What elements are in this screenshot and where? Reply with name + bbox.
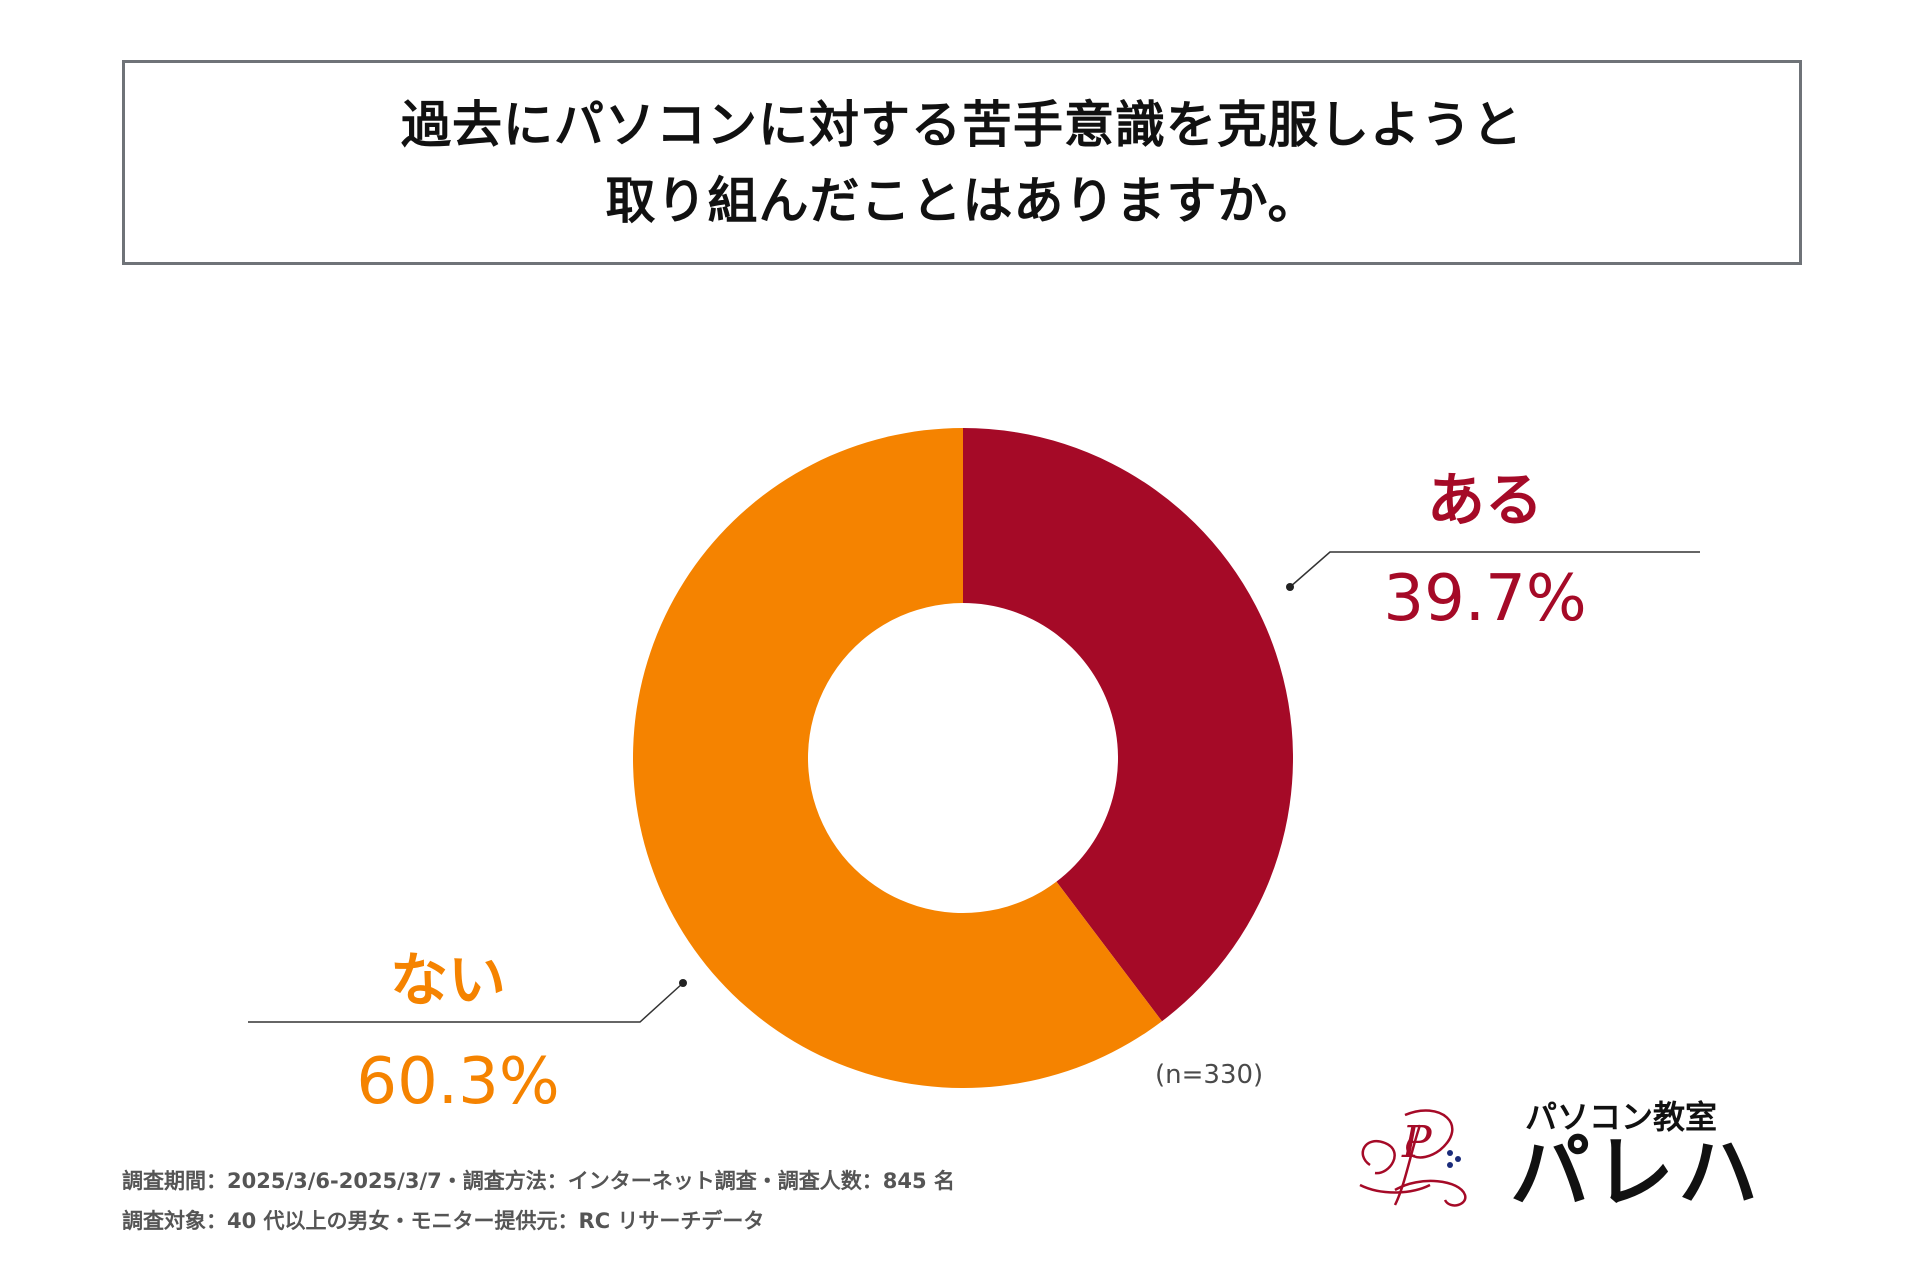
title-line-2: 取り組んだことはありますか。 bbox=[605, 171, 1319, 230]
callout-line-yes bbox=[1289, 551, 1700, 588]
callout-dot-yes bbox=[1286, 583, 1294, 591]
sample-size-label: (n=330) bbox=[1155, 1060, 1264, 1090]
callout-line-no bbox=[248, 982, 684, 1023]
footnote-survey-period: 調査期間：2025/3/6-2025/3/7・調査方法：インターネット調査・調査… bbox=[122, 1169, 955, 1193]
logo-mark-icon: P bbox=[1359, 1109, 1467, 1207]
callouts: ある 39.7% ない 60.3% bbox=[248, 466, 1700, 1119]
callout-dot-no bbox=[679, 979, 687, 987]
donut-slice-no bbox=[632, 428, 1162, 1088]
logo: P パソコン教室 パレハ bbox=[1350, 1090, 1770, 1220]
category-label-no: ない bbox=[390, 946, 506, 1014]
title-box: 過去にパソコンに対する苦手意識を克服しようと 取り組んだことはありますか。 bbox=[122, 60, 1802, 265]
value-label-yes: 39.7% bbox=[1383, 562, 1586, 636]
value-label-no: 60.3% bbox=[356, 1045, 559, 1119]
footnote-survey-target: 調査対象：40 代以上の男女・モニター提供元：RC リサーチデータ bbox=[122, 1209, 765, 1233]
logo-main-text: パレハ bbox=[1510, 1126, 1762, 1219]
logo-mark-letter: P bbox=[1401, 1117, 1433, 1168]
category-label-yes: ある bbox=[1427, 466, 1543, 534]
logo-top-text: パソコン教室 bbox=[1525, 1098, 1718, 1136]
donut-slice-yes bbox=[963, 428, 1293, 1022]
title-line-1: 過去にパソコンに対する苦手意識を克服しようと bbox=[401, 95, 1523, 154]
donut-slices bbox=[632, 428, 1293, 1088]
